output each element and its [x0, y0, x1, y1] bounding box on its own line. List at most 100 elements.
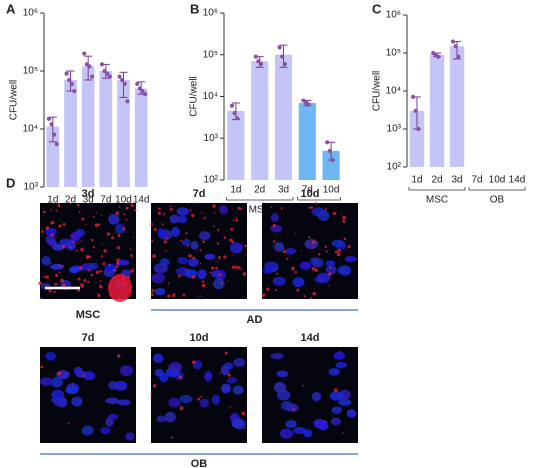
signal — [58, 224, 62, 228]
y-tick-label: 10⁴ — [203, 91, 218, 102]
signal — [220, 281, 223, 284]
nucleus — [204, 253, 216, 260]
signal — [80, 247, 84, 252]
signal — [324, 245, 328, 249]
signal — [116, 218, 118, 221]
signal — [127, 202, 130, 204]
signal — [240, 268, 242, 271]
signal — [91, 238, 94, 242]
signal — [169, 207, 173, 211]
signal — [62, 223, 66, 226]
signal — [201, 212, 203, 214]
nucleus — [223, 362, 234, 370]
signal — [229, 406, 232, 408]
nucleus — [284, 247, 297, 255]
signal — [50, 221, 54, 225]
signal — [199, 262, 202, 265]
x-tick-label: 10d — [323, 185, 340, 196]
data-point — [120, 77, 125, 83]
signal — [231, 241, 234, 244]
x-tick-label: 1d — [47, 195, 58, 206]
signal — [57, 371, 62, 376]
signal — [78, 210, 81, 213]
nucleus — [88, 262, 99, 270]
nucleus — [177, 215, 188, 224]
signal — [261, 293, 266, 297]
signal — [186, 238, 188, 240]
signal — [103, 249, 107, 253]
y-tick-label: 10³ — [204, 133, 219, 144]
nucleus — [317, 419, 328, 431]
nucleus — [329, 391, 344, 401]
group-bracket — [297, 197, 342, 201]
signal — [58, 264, 60, 266]
signal — [57, 203, 61, 207]
nucleus — [270, 353, 284, 360]
nucleus — [125, 432, 135, 441]
signal — [100, 214, 103, 216]
group-label: OB — [490, 195, 505, 206]
signal — [185, 269, 187, 271]
nucleus — [177, 256, 188, 265]
y-tick-label: 10² — [204, 175, 219, 186]
signal — [165, 249, 167, 252]
signal — [150, 393, 152, 396]
nucleus — [346, 408, 357, 418]
signal — [153, 228, 157, 232]
signal — [69, 246, 72, 249]
signal — [77, 242, 79, 244]
group-bracket — [468, 187, 526, 191]
data-point — [52, 132, 57, 137]
group-label: MSC — [426, 195, 448, 206]
signal — [87, 269, 91, 272]
nucleus — [335, 361, 347, 369]
signal — [215, 266, 218, 270]
signal — [230, 227, 234, 231]
bar — [117, 79, 130, 187]
signal — [97, 223, 101, 226]
data-point — [137, 86, 142, 91]
nucleus — [105, 397, 120, 404]
micrograph-bg — [151, 203, 247, 299]
nucleus — [273, 381, 287, 393]
nucleus — [219, 205, 228, 215]
nucleus — [274, 241, 285, 252]
nucleus — [199, 398, 209, 408]
tile-label: 7d — [82, 332, 95, 344]
nucleus — [169, 214, 180, 224]
signal — [244, 244, 247, 248]
micrograph — [262, 347, 358, 443]
data-point — [235, 116, 240, 121]
signal — [88, 255, 92, 259]
panel-letter: B — [190, 1, 199, 16]
signal — [203, 217, 206, 220]
signal — [308, 206, 312, 209]
nucleus — [176, 207, 189, 216]
nucleus — [262, 267, 274, 274]
signal — [245, 254, 248, 256]
signal — [235, 219, 239, 222]
nucleus — [270, 225, 283, 233]
x-tick-label: 2d — [431, 175, 442, 186]
signal — [201, 283, 206, 288]
signal — [76, 288, 81, 292]
nucleus — [229, 242, 243, 254]
y-tick-label: 10³ — [387, 124, 402, 135]
x-tick-label: 2d — [254, 185, 265, 196]
x-tick-label: 7d — [302, 185, 313, 196]
data-point — [89, 74, 95, 79]
signal — [227, 373, 231, 377]
signal — [40, 365, 44, 369]
panel-letter: A — [6, 1, 16, 16]
signal — [200, 395, 203, 398]
data-point — [105, 71, 110, 76]
data-point — [453, 44, 458, 49]
data-point — [253, 54, 258, 59]
signal — [95, 270, 100, 275]
signal — [50, 233, 54, 237]
signal — [334, 250, 338, 254]
signal — [329, 266, 332, 269]
nucleus — [50, 263, 64, 270]
signal — [72, 240, 75, 244]
signal — [342, 432, 344, 434]
